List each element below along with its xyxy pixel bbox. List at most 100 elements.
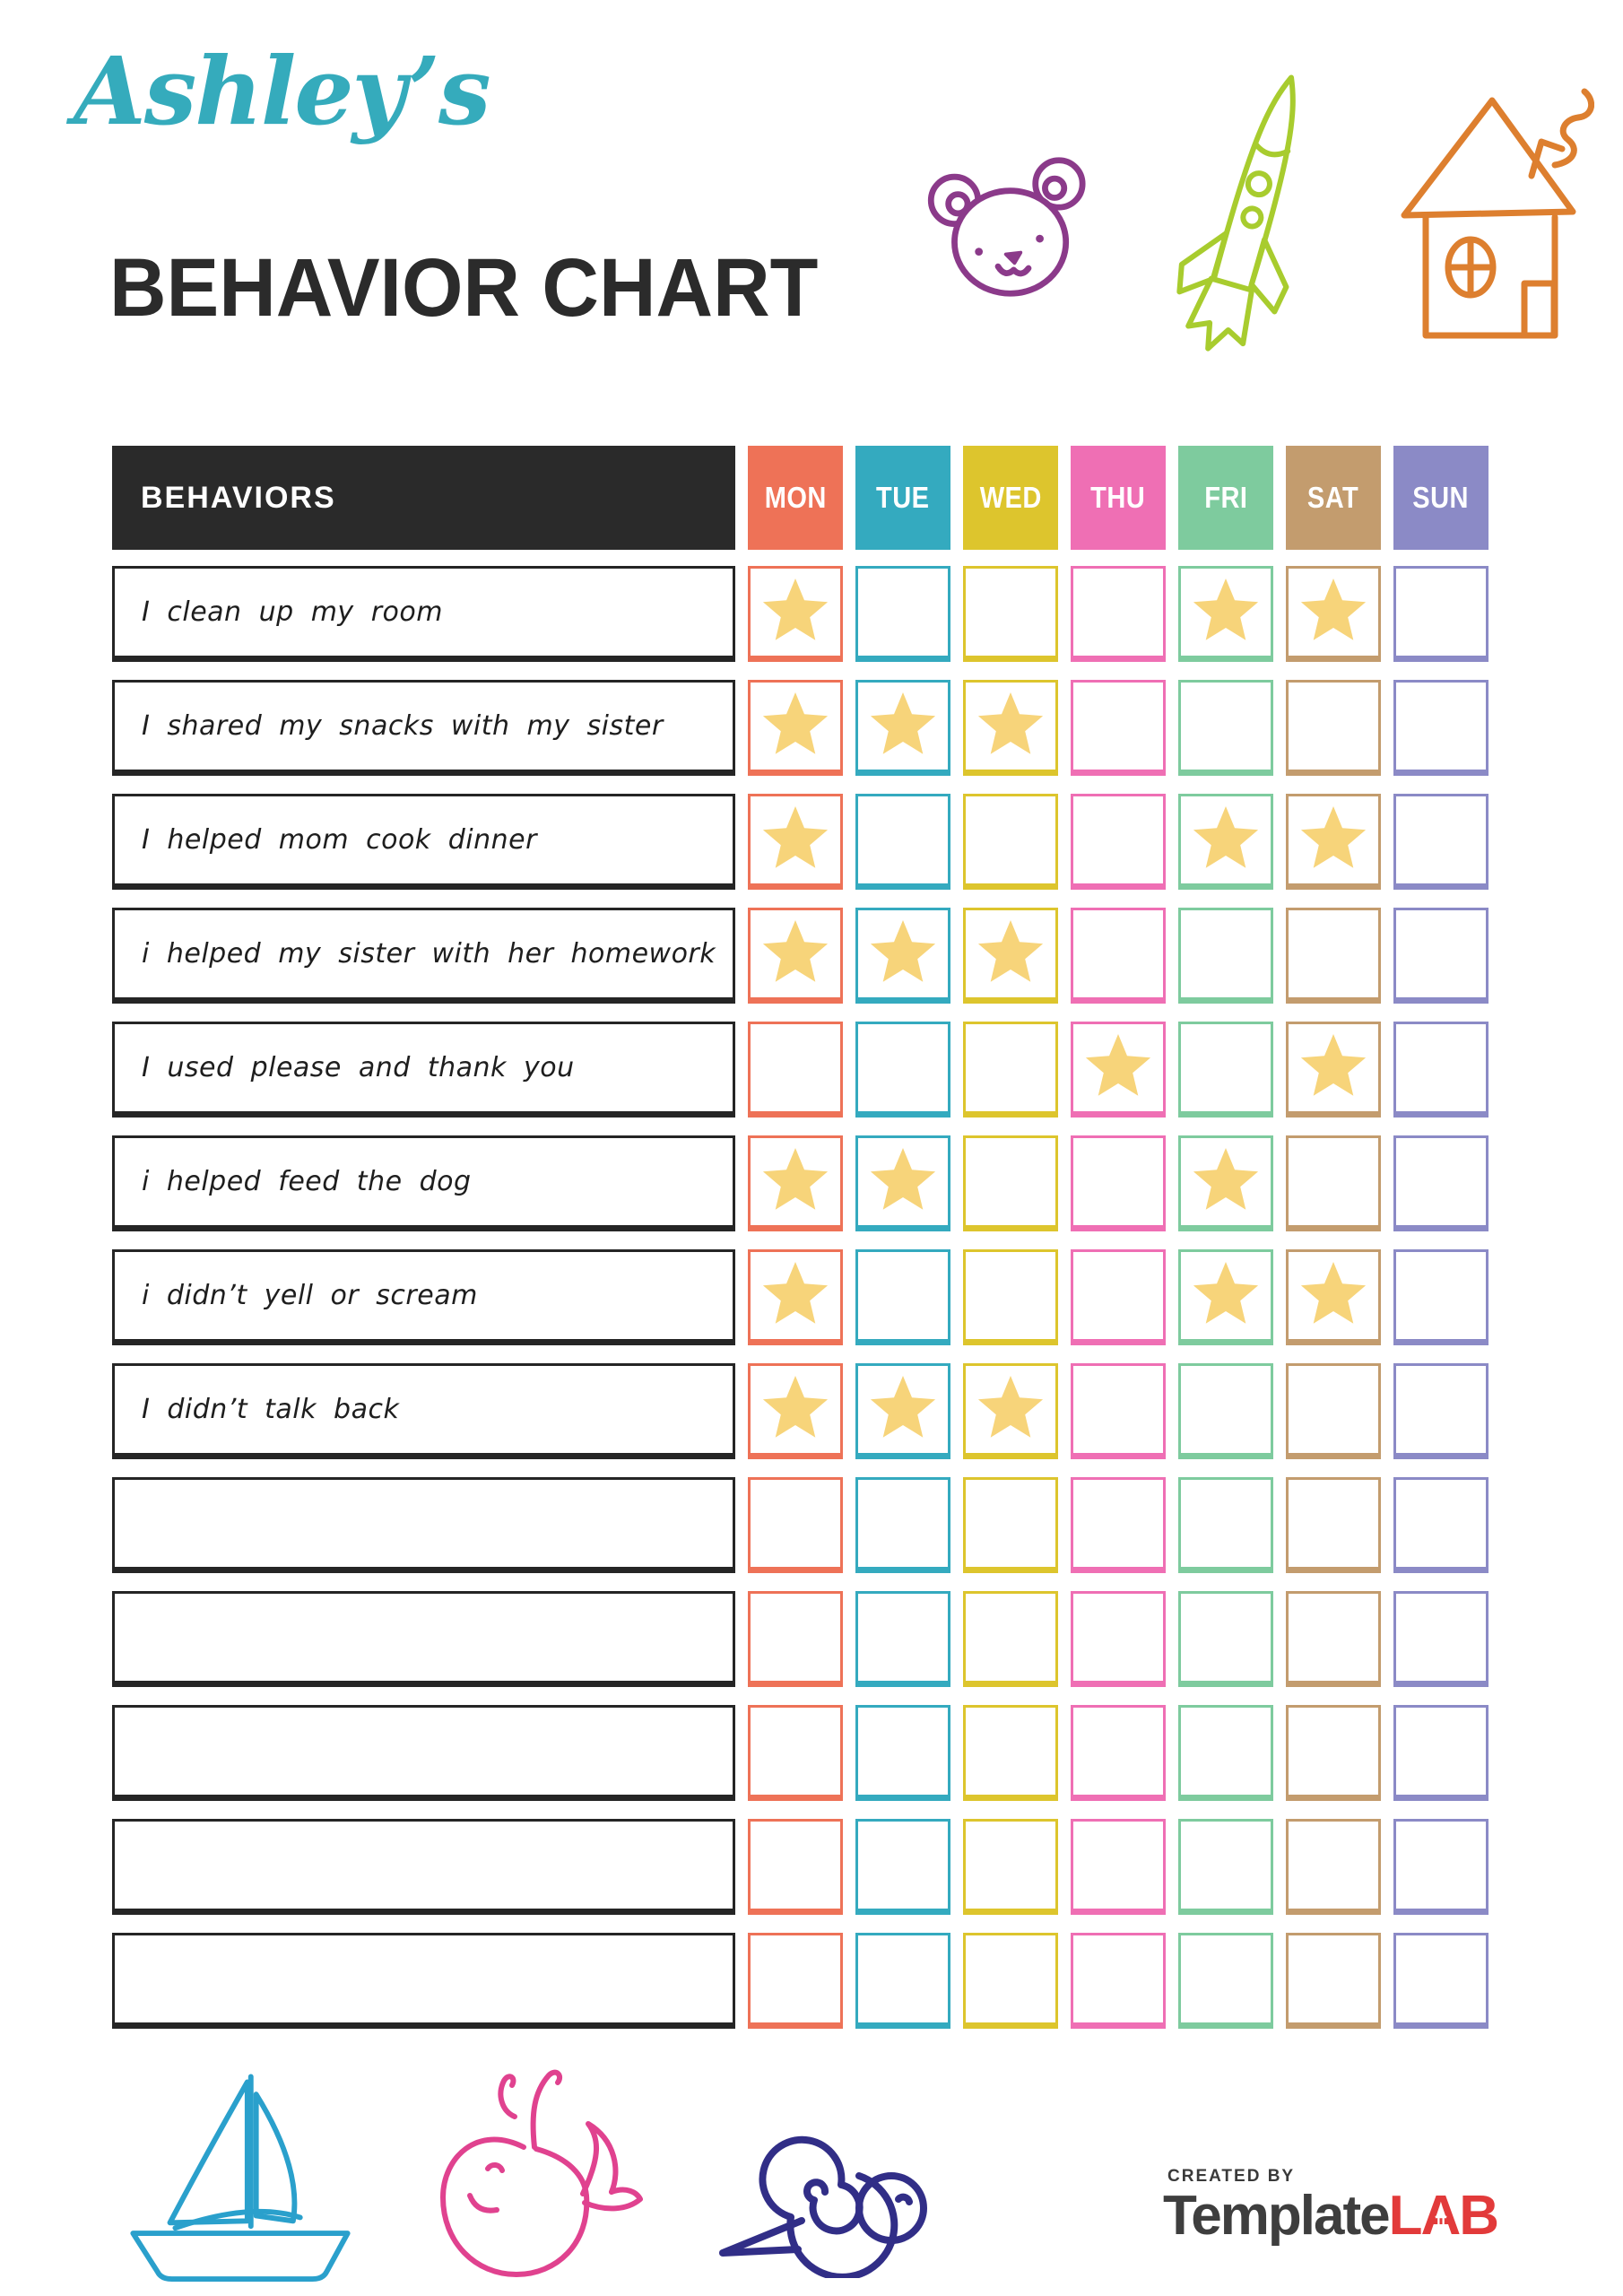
day-cell-tue[interactable] [855, 1022, 950, 1118]
day-cell-mon[interactable] [748, 1705, 843, 1801]
day-cell-fri[interactable] [1178, 1135, 1273, 1231]
day-cell-wed[interactable] [963, 566, 1058, 662]
day-cell-wed[interactable] [963, 1135, 1058, 1231]
day-cell-sun[interactable] [1393, 1135, 1488, 1231]
day-cell-wed[interactable] [963, 1477, 1058, 1573]
day-cell-tue[interactable] [855, 1705, 950, 1801]
day-cell-mon[interactable] [748, 1249, 843, 1345]
day-cell-sun[interactable] [1393, 908, 1488, 1004]
day-cell-sun[interactable] [1393, 1819, 1488, 1915]
day-cell-sat[interactable] [1286, 1591, 1381, 1687]
day-cell-sun[interactable] [1393, 794, 1488, 890]
day-cell-thu[interactable] [1071, 1135, 1166, 1231]
behavior-label-cell[interactable] [112, 1705, 735, 1801]
day-cell-tue[interactable] [855, 1249, 950, 1345]
day-cell-thu[interactable] [1071, 1705, 1166, 1801]
behavior-label-cell[interactable] [112, 1591, 735, 1687]
behavior-label-cell[interactable]: I helped mom cook dinner [112, 794, 735, 890]
day-cell-fri[interactable] [1178, 1022, 1273, 1118]
day-cell-sat[interactable] [1286, 1819, 1381, 1915]
day-cell-sun[interactable] [1393, 680, 1488, 776]
day-cell-thu[interactable] [1071, 680, 1166, 776]
behavior-label-cell[interactable]: I clean up my room [112, 566, 735, 662]
behavior-label-cell[interactable] [112, 1819, 735, 1915]
day-cell-fri[interactable] [1178, 1477, 1273, 1573]
day-cell-sun[interactable] [1393, 1933, 1488, 2029]
day-cell-wed[interactable] [963, 908, 1058, 1004]
day-cell-fri[interactable] [1178, 1819, 1273, 1915]
day-cell-mon[interactable] [748, 1819, 843, 1915]
day-cell-tue[interactable] [855, 1363, 950, 1459]
behavior-label-cell[interactable]: I shared my snacks with my sister [112, 680, 735, 776]
day-cell-tue[interactable] [855, 566, 950, 662]
day-cell-sat[interactable] [1286, 1363, 1381, 1459]
day-cell-tue[interactable] [855, 1819, 950, 1915]
day-cell-thu[interactable] [1071, 1477, 1166, 1573]
day-cell-wed[interactable] [963, 794, 1058, 890]
day-cell-sat[interactable] [1286, 908, 1381, 1004]
day-cell-thu[interactable] [1071, 566, 1166, 662]
behavior-label-cell[interactable]: i didn’t yell or scream [112, 1249, 735, 1345]
day-cell-mon[interactable] [748, 1591, 843, 1687]
day-cell-wed[interactable] [963, 1933, 1058, 2029]
day-cell-mon[interactable] [748, 1022, 843, 1118]
day-cell-sun[interactable] [1393, 1249, 1488, 1345]
day-cell-thu[interactable] [1071, 1363, 1166, 1459]
day-cell-sun[interactable] [1393, 1022, 1488, 1118]
day-cell-sat[interactable] [1286, 1022, 1381, 1118]
day-cell-thu[interactable] [1071, 1022, 1166, 1118]
day-cell-mon[interactable] [748, 566, 843, 662]
day-cell-fri[interactable] [1178, 1591, 1273, 1687]
day-cell-wed[interactable] [963, 1022, 1058, 1118]
behavior-label-cell[interactable] [112, 1477, 735, 1573]
behavior-label-cell[interactable] [112, 1933, 735, 2029]
behavior-label-cell[interactable]: i helped my sister with her homework [112, 908, 735, 1004]
day-cell-sun[interactable] [1393, 566, 1488, 662]
day-cell-thu[interactable] [1071, 1249, 1166, 1345]
day-cell-thu[interactable] [1071, 1819, 1166, 1915]
day-cell-sun[interactable] [1393, 1705, 1488, 1801]
day-cell-thu[interactable] [1071, 1933, 1166, 2029]
day-cell-mon[interactable] [748, 1933, 843, 2029]
day-cell-mon[interactable] [748, 1477, 843, 1573]
day-cell-mon[interactable] [748, 794, 843, 890]
day-cell-fri[interactable] [1178, 1705, 1273, 1801]
behavior-label-cell[interactable]: I used please and thank you [112, 1022, 735, 1118]
day-cell-wed[interactable] [963, 680, 1058, 776]
day-cell-tue[interactable] [855, 1477, 950, 1573]
day-cell-mon[interactable] [748, 908, 843, 1004]
day-cell-sat[interactable] [1286, 680, 1381, 776]
day-cell-tue[interactable] [855, 680, 950, 776]
day-cell-fri[interactable] [1178, 566, 1273, 662]
day-cell-fri[interactable] [1178, 680, 1273, 776]
day-cell-wed[interactable] [963, 1591, 1058, 1687]
day-cell-wed[interactable] [963, 1705, 1058, 1801]
day-cell-sat[interactable] [1286, 1705, 1381, 1801]
day-cell-sat[interactable] [1286, 566, 1381, 662]
day-cell-sun[interactable] [1393, 1477, 1488, 1573]
day-cell-tue[interactable] [855, 1591, 950, 1687]
day-cell-fri[interactable] [1178, 908, 1273, 1004]
day-cell-fri[interactable] [1178, 1933, 1273, 2029]
day-cell-thu[interactable] [1071, 908, 1166, 1004]
day-cell-wed[interactable] [963, 1819, 1058, 1915]
day-cell-mon[interactable] [748, 1363, 843, 1459]
day-cell-fri[interactable] [1178, 1249, 1273, 1345]
day-cell-thu[interactable] [1071, 1591, 1166, 1687]
day-cell-fri[interactable] [1178, 1363, 1273, 1459]
day-cell-wed[interactable] [963, 1363, 1058, 1459]
day-cell-tue[interactable] [855, 908, 950, 1004]
day-cell-sun[interactable] [1393, 1591, 1488, 1687]
day-cell-sat[interactable] [1286, 1477, 1381, 1573]
day-cell-sat[interactable] [1286, 1135, 1381, 1231]
day-cell-thu[interactable] [1071, 794, 1166, 890]
day-cell-tue[interactable] [855, 794, 950, 890]
day-cell-mon[interactable] [748, 1135, 843, 1231]
behavior-label-cell[interactable]: i helped feed the dog [112, 1135, 735, 1231]
day-cell-mon[interactable] [748, 680, 843, 776]
day-cell-sat[interactable] [1286, 1249, 1381, 1345]
day-cell-tue[interactable] [855, 1135, 950, 1231]
day-cell-fri[interactable] [1178, 794, 1273, 890]
day-cell-sun[interactable] [1393, 1363, 1488, 1459]
day-cell-sat[interactable] [1286, 1933, 1381, 2029]
